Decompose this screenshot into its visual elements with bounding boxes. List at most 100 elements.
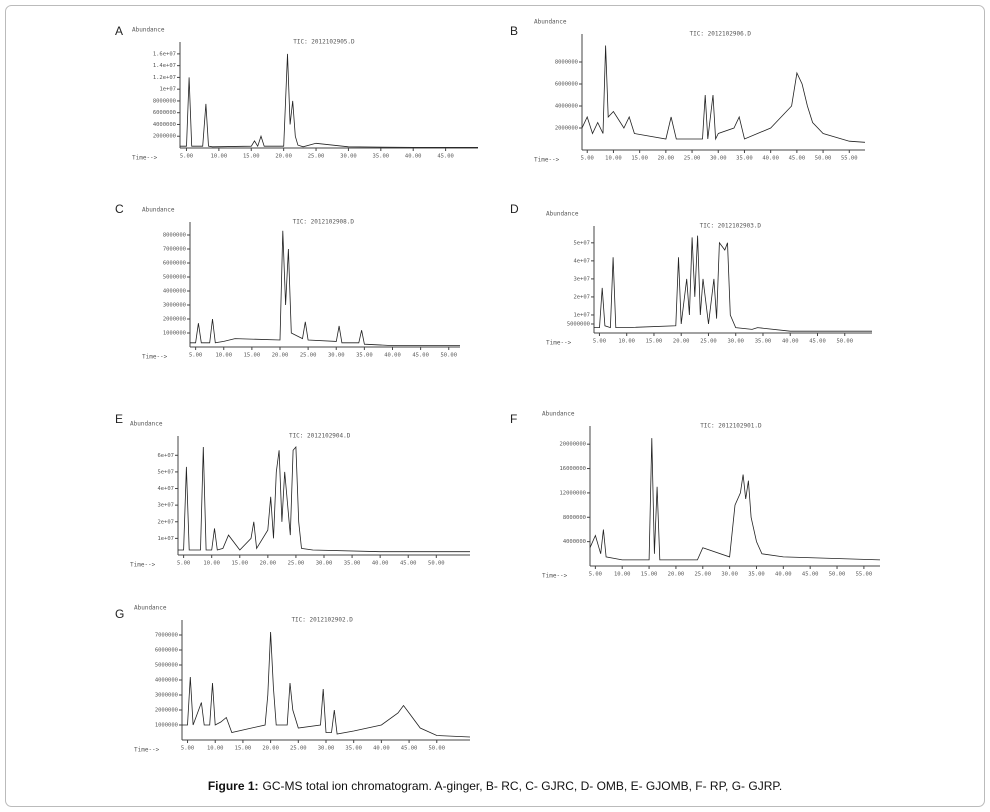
y-tick-label: 8000000 xyxy=(563,515,586,521)
x-tick-label: 45.00 xyxy=(789,156,806,162)
x-tick-label: 25.00 xyxy=(684,156,701,162)
trace xyxy=(589,438,881,561)
x-axis-label: Time--> xyxy=(534,157,560,164)
x-tick-label: 10.00 xyxy=(614,572,631,578)
caption: Figure 1: GC-MS total ion chromatogram. A… xyxy=(208,779,782,793)
x-axis-label: Time--> xyxy=(130,562,156,569)
x-axis-label: Time--> xyxy=(546,340,572,347)
panel-label: A xyxy=(115,24,123,38)
y-axis-label: Abundance xyxy=(134,605,167,612)
y-axis-label: Abundance xyxy=(534,19,567,26)
y-axis-label: Abundance xyxy=(130,421,163,428)
panel-label: E xyxy=(115,412,123,426)
x-tick-label: 40.00 xyxy=(405,154,422,160)
y-tick-label: 20000000 xyxy=(560,442,587,448)
x-tick-label: 40.00 xyxy=(372,561,389,567)
panel-label: B xyxy=(510,24,518,38)
panel-label: C xyxy=(115,202,124,216)
panel-label: G xyxy=(115,607,124,621)
y-tick-label: 1.6e+07 xyxy=(153,51,176,57)
y-tick-label: 5000000 xyxy=(163,275,186,281)
x-tick-label: 15.00 xyxy=(641,572,658,578)
x-tick-label: 10.00 xyxy=(215,353,232,359)
y-tick-label: 8000000 xyxy=(153,98,176,104)
y-axis-label: Abundance xyxy=(132,27,165,34)
y-tick-label: 1e+07 xyxy=(573,312,590,318)
y-tick-label: 5e+07 xyxy=(573,240,590,246)
x-tick-label: 15.00 xyxy=(631,156,648,162)
x-tick-label: 35.00 xyxy=(373,154,390,160)
x-tick-label: 50.00 xyxy=(836,339,853,345)
x-tick-label: 20.00 xyxy=(272,353,289,359)
y-axis-label: Abundance xyxy=(546,211,579,218)
x-tick-label: 5.00 xyxy=(593,339,606,345)
y-tick-label: 6000000 xyxy=(155,648,178,654)
panel-label: F xyxy=(510,412,517,426)
x-tick-label: 20.00 xyxy=(260,561,277,567)
x-axis-label: Time--> xyxy=(134,747,160,754)
x-tick-label: 35.00 xyxy=(748,572,765,578)
x-tick-label: 45.00 xyxy=(437,154,454,160)
x-tick-label: 5.00 xyxy=(180,154,193,160)
x-tick-label: 20.00 xyxy=(668,572,685,578)
y-tick-label: 2e+07 xyxy=(573,294,590,300)
x-tick-label: 45.00 xyxy=(401,746,418,752)
chart-title: TIC: 2012102902.D xyxy=(291,617,353,624)
y-tick-label: 7000000 xyxy=(155,633,178,639)
y-tick-label: 2000000 xyxy=(155,708,178,714)
x-tick-label: 50.00 xyxy=(829,572,846,578)
caption-label: Figure 1: xyxy=(208,779,259,793)
y-axis-label: Abundance xyxy=(542,411,575,418)
x-tick-label: 10.00 xyxy=(618,339,635,345)
y-tick-label: 1000000 xyxy=(155,723,178,729)
y-tick-label: 1.2e+07 xyxy=(153,75,176,81)
chart-title: TIC: 2012102908.D xyxy=(293,219,355,226)
trace xyxy=(182,631,471,738)
y-tick-label: 3e+07 xyxy=(573,276,590,282)
y-tick-label: 5000000 xyxy=(155,663,178,669)
x-tick-label: 55.00 xyxy=(841,156,858,162)
x-tick-label: 45.00 xyxy=(802,572,819,578)
y-tick-label: 1.4e+07 xyxy=(153,63,176,69)
y-tick-label: 8000000 xyxy=(555,60,578,66)
x-tick-label: 15.00 xyxy=(243,154,260,160)
y-axis-label: Abundance xyxy=(142,207,175,214)
y-tick-label: 1000000 xyxy=(163,331,186,337)
x-tick-label: 30.00 xyxy=(721,572,738,578)
x-tick-label: 40.00 xyxy=(775,572,792,578)
y-tick-label: 12000000 xyxy=(560,490,587,496)
chart-title: TIC: 2012102906.D xyxy=(690,31,752,38)
x-axis-label: Time--> xyxy=(132,155,158,162)
panel-label: D xyxy=(510,202,519,216)
x-tick-label: 15.00 xyxy=(231,561,248,567)
x-tick-label: 30.00 xyxy=(727,339,744,345)
y-tick-label: 5e+07 xyxy=(157,469,174,475)
x-tick-label: 40.00 xyxy=(384,353,401,359)
x-tick-label: 25.00 xyxy=(290,746,307,752)
x-tick-label: 30.00 xyxy=(710,156,727,162)
y-tick-label: 6000000 xyxy=(163,261,186,267)
y-tick-label: 2000000 xyxy=(555,126,578,132)
x-tick-label: 30.00 xyxy=(318,746,335,752)
y-tick-label: 2e+07 xyxy=(157,519,174,525)
y-tick-label: 6e+07 xyxy=(157,453,174,459)
x-tick-label: 15.00 xyxy=(235,746,252,752)
x-tick-label: 55.00 xyxy=(856,572,873,578)
x-tick-label: 25.00 xyxy=(300,353,317,359)
y-tick-label: 1e+07 xyxy=(159,87,176,93)
y-tick-label: 8000000 xyxy=(163,233,186,239)
x-tick-label: 30.00 xyxy=(316,561,333,567)
y-tick-label: 3e+07 xyxy=(157,503,174,509)
x-tick-label: 20.00 xyxy=(673,339,690,345)
y-tick-label: 6000000 xyxy=(153,110,176,116)
y-tick-label: 1e+07 xyxy=(157,536,174,542)
y-tick-label: 4000000 xyxy=(155,678,178,684)
x-axis-label: Time--> xyxy=(142,354,168,361)
x-tick-label: 40.00 xyxy=(782,339,799,345)
x-tick-label: 15.00 xyxy=(244,353,261,359)
trace xyxy=(581,45,866,143)
x-tick-label: 5.00 xyxy=(589,572,602,578)
x-tick-label: 5.00 xyxy=(581,156,594,162)
x-tick-label: 15.00 xyxy=(646,339,663,345)
chart-title: TIC: 2012102901.D xyxy=(700,423,762,430)
